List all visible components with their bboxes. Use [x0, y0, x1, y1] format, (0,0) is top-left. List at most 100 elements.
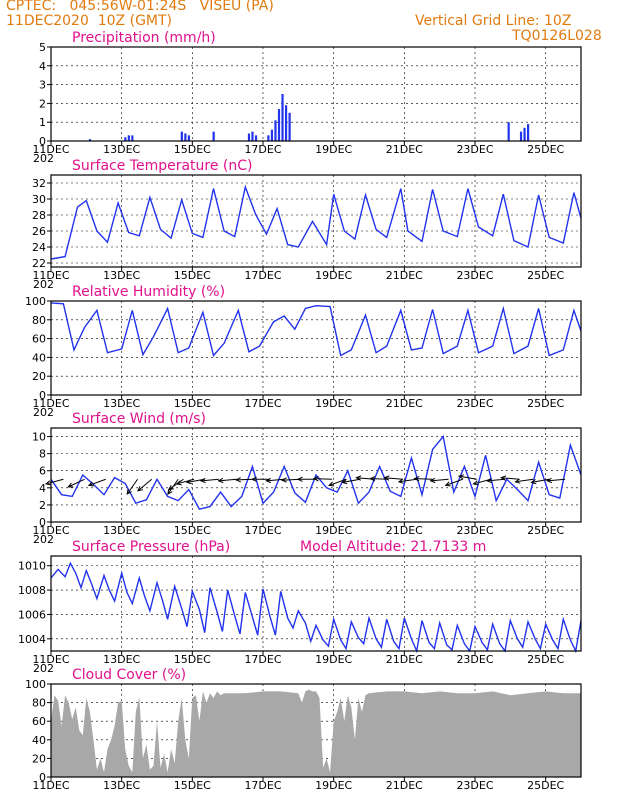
- pressure-panel: [47, 555, 582, 655]
- year-label: 202: [33, 662, 54, 675]
- precip-bar: [212, 131, 215, 141]
- wind-arrowhead: [67, 482, 74, 488]
- x-tick-label: 15DEC: [174, 524, 211, 537]
- temp-series-line: [50, 184, 582, 260]
- y-tick-label: 0: [39, 389, 46, 402]
- x-tick-label: 23DEC: [456, 653, 493, 666]
- x-tick-label: 21DEC: [386, 524, 423, 537]
- rh-title: Relative Humidity (%): [72, 284, 225, 300]
- y-tick-label: 60: [32, 333, 46, 346]
- wind-vector: [384, 477, 403, 480]
- wind-vector: [342, 478, 361, 483]
- y-tick-label: 20: [32, 752, 46, 765]
- wind-arrowhead: [312, 476, 319, 482]
- precip-bar: [251, 131, 254, 141]
- y-tick-label: 32: [32, 177, 46, 190]
- x-tick-label: 11DEC: [32, 397, 69, 410]
- y-tick-label: 30: [32, 193, 46, 206]
- y-tick-label: 40: [32, 351, 46, 364]
- x-tick-label: 21DEC: [386, 653, 423, 666]
- wind-arrowhead: [514, 478, 521, 484]
- x-tick-label: 11DEC: [32, 524, 69, 537]
- x-tick-label: 15DEC: [174, 269, 211, 282]
- y-tick-label: 10: [32, 431, 46, 444]
- wind-vector: [430, 478, 449, 482]
- rh-panel: [47, 300, 582, 399]
- wind-vector: [531, 478, 550, 483]
- precip-bar: [523, 127, 526, 141]
- x-tick-label: 13DEC: [103, 524, 140, 537]
- wind-vector: [200, 478, 219, 482]
- wind-arrowhead: [235, 477, 241, 483]
- wind-arrowhead: [265, 477, 272, 484]
- x-tick-label: 25DEC: [527, 397, 564, 410]
- pressure-title: Surface Pressure (hPa): [72, 539, 230, 555]
- x-tick-label: 25DEC: [527, 653, 564, 666]
- y-tick-label: 6: [39, 465, 46, 478]
- y-tick-label: 1010: [18, 560, 46, 573]
- x-tick-label: 13DEC: [103, 143, 140, 156]
- y-tick-label: 1: [39, 116, 46, 129]
- x-tick-label: 13DEC: [103, 653, 140, 666]
- y-tick-label: 22: [32, 257, 46, 270]
- x-tick-label: 19DEC: [315, 397, 352, 410]
- precip-bar: [180, 131, 183, 141]
- cloud-frame: [50, 683, 582, 778]
- y-tick-label: 28: [32, 209, 46, 222]
- wind-vector: [458, 475, 477, 480]
- precip-bar: [288, 112, 291, 141]
- temp-title: Surface Temperature (nC): [72, 158, 253, 174]
- x-tick-label: 19DEC: [315, 524, 352, 537]
- wind-arrowhead: [444, 481, 451, 487]
- wind-arrowhead: [546, 477, 552, 484]
- year-label: 202: [33, 278, 54, 291]
- temp-panel: [47, 174, 582, 271]
- precip-bar: [88, 139, 92, 141]
- wind-vector: [445, 478, 463, 486]
- precip-bar: [124, 137, 127, 141]
- wind-arrowhead: [175, 480, 182, 486]
- x-tick-label: 11DEC: [32, 269, 69, 282]
- wind-arrowhead: [44, 480, 51, 486]
- x-tick-label: 25DEC: [527, 143, 564, 156]
- x-tick-label: 17DEC: [244, 269, 281, 282]
- wind-arrowhead: [137, 486, 143, 492]
- precip-bar: [274, 120, 277, 141]
- y-tick-label: 26: [32, 225, 46, 238]
- y-tick-label: 80: [32, 697, 46, 710]
- y-tick-label: 5: [39, 41, 46, 54]
- cloud-title: Cloud Cover (%): [72, 667, 186, 683]
- wind-vector: [313, 478, 332, 480]
- x-tick-label: 23DEC: [456, 269, 493, 282]
- wind-arrowhead: [457, 474, 465, 480]
- temp-frame: [50, 174, 582, 268]
- y-tick-label: 0: [39, 135, 46, 148]
- y-tick-label: 1006: [18, 608, 46, 621]
- x-tick-label: 23DEC: [456, 524, 493, 537]
- x-tick-label: 11DEC: [32, 653, 69, 666]
- wind-series-line: [50, 434, 582, 511]
- cloud-cover-area: [51, 689, 581, 777]
- wind-vector: [414, 478, 433, 480]
- y-tick-label: 4: [39, 60, 46, 73]
- run-date-header: 11DEC2020 10Z (GMT): [6, 13, 173, 29]
- wind-arrowhead: [397, 478, 404, 484]
- wind-vector: [487, 478, 506, 482]
- wind-vector: [137, 478, 153, 492]
- x-tick-label: 21DEC: [386, 779, 423, 792]
- y-tick-label: 8: [39, 448, 46, 461]
- year-label: 202: [33, 533, 54, 546]
- wind-vector: [126, 478, 138, 495]
- wind-arrowhead: [369, 476, 376, 482]
- precip-bar: [187, 135, 190, 141]
- precip-bar: [267, 135, 270, 141]
- precip-title: Precipitation (mm/h): [72, 30, 216, 46]
- wind-vector: [176, 478, 195, 485]
- x-tick-label: 15DEC: [174, 653, 211, 666]
- wind-vector: [328, 478, 347, 486]
- x-tick-label: 23DEC: [456, 397, 493, 410]
- rh-frame: [50, 300, 582, 396]
- y-tick-label: 24: [32, 241, 46, 254]
- x-tick-label: 15DEC: [174, 143, 211, 156]
